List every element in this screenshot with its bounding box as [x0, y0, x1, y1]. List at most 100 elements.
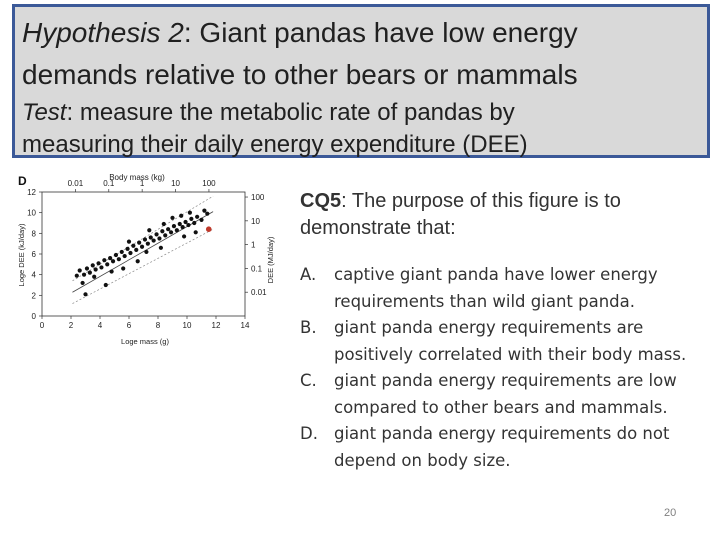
data-point: [187, 210, 192, 215]
data-point: [174, 228, 179, 233]
data-point: [116, 257, 121, 262]
data-point: [177, 221, 182, 227]
data-point: [148, 235, 153, 240]
right-tick-label: 0.1: [251, 264, 263, 273]
plot-frame: [41, 191, 246, 317]
data-point: [134, 247, 139, 252]
top-tick-label: 10: [171, 179, 180, 188]
left-tick-label: 12: [27, 188, 36, 197]
option-letter: C.: [300, 371, 317, 390]
data-point: [128, 250, 133, 256]
data-point: [77, 268, 82, 273]
data-point: [145, 241, 150, 246]
lower-bound-line: [72, 228, 214, 304]
data-point: [139, 244, 145, 249]
data-point: [125, 246, 130, 251]
data-point: [99, 265, 104, 270]
data-point: [202, 208, 207, 213]
data-point: [93, 267, 98, 272]
data-point: [135, 259, 140, 264]
data-point: [170, 215, 175, 220]
right-tick-label: 10: [251, 217, 260, 226]
right-tick-label: 100: [251, 193, 265, 202]
regression-line: [72, 211, 214, 293]
right-tick-label: 0.01: [251, 288, 267, 297]
hypothesis-line-1: Hypothesis 2: Giant pandas have low ener…: [22, 17, 578, 49]
bottom-tick-label: 6: [127, 321, 132, 330]
option-text: captive giant panda have lower energy re…: [334, 265, 658, 311]
data-point: [87, 270, 92, 275]
data-point: [108, 256, 113, 261]
right-tick-label: 1: [251, 241, 256, 250]
test-label: Test: [22, 99, 67, 126]
data-point: [83, 292, 88, 297]
data-point: [142, 237, 148, 242]
data-point: [122, 253, 127, 259]
top-tick-label: 100: [202, 179, 216, 188]
hypothesis-label: Hypothesis 2: [22, 17, 184, 48]
data-point: [183, 219, 188, 225]
data-point: [186, 222, 191, 228]
data-point: [195, 214, 200, 219]
option-d: D. giant panda energy requirements do not…: [300, 421, 710, 474]
left-tick-label: 8: [32, 229, 37, 238]
left-tick-label: 4: [32, 271, 37, 280]
bottom-tick-label: 12: [212, 321, 221, 330]
data-point: [121, 266, 126, 271]
left-tick-label: 10: [27, 209, 36, 218]
left-axis-title: Loge DEE (kJ/day): [17, 223, 26, 286]
scatter-figure: D Body mass (kg) Loge DEE (kJ/day) DEE (…: [0, 165, 300, 355]
test-text: : measure the metabolic rate of pandas b…: [66, 99, 515, 126]
upper-bound-line: [72, 195, 214, 282]
scatter-plot: D Body mass (kg) Loge DEE (kJ/day) DEE (…: [17, 173, 275, 346]
top-tick-label: 0.01: [68, 179, 84, 188]
data-point: [154, 232, 159, 237]
data-point: [166, 227, 171, 232]
right-axis-title: DEE (MJ/day): [266, 236, 275, 283]
top-tick-label: 1: [140, 179, 145, 188]
data-point: [105, 262, 110, 267]
data-point: [113, 252, 119, 258]
bottom-axis-title: Loge mass (g): [121, 337, 169, 346]
data-point: [144, 249, 149, 255]
data-point: [205, 211, 210, 216]
question-label: CQ5: [300, 190, 342, 212]
page-number: 20: [664, 507, 677, 519]
test-line-2: measuring their daily energy expenditure…: [22, 131, 528, 158]
bottom-tick-label: 2: [69, 321, 74, 330]
data-point: [147, 228, 152, 233]
data-point: [90, 263, 95, 268]
answer-options: A. captive giant panda have lower energy …: [300, 262, 710, 474]
data-point: [161, 221, 166, 227]
data-point: [84, 266, 90, 271]
option-text: giant panda energy requirements are posi…: [334, 318, 687, 364]
data-point: [131, 243, 136, 248]
question-text: CQ5: The purpose of this figure is to de…: [300, 188, 710, 242]
panda-data-point: [205, 226, 212, 232]
data-point: [126, 239, 132, 244]
top-tick-label: 0.1: [103, 179, 115, 188]
data-point: [180, 225, 185, 230]
tick-labels: 0 2 4 6 8 10 12 14 0 2 4 6 8 10 12 0.01 0.1 1 10 100 100 10 1 0…: [27, 179, 267, 330]
left-tick-label: 0: [32, 312, 37, 321]
data-point: [199, 217, 204, 222]
option-c: C. giant panda energy requirements are lo…: [300, 368, 710, 421]
option-letter: A.: [300, 265, 317, 284]
bottom-tick-label: 4: [98, 321, 103, 330]
title-box: Hypothesis 2: Giant pandas have low ener…: [12, 4, 710, 158]
question-body: : The purpose of this figure is to: [341, 190, 621, 212]
bottom-tick-label: 14: [241, 321, 250, 330]
left-tick-label: 6: [32, 250, 37, 259]
data-point: [80, 280, 85, 286]
data-point: [193, 230, 198, 235]
data-point: [158, 245, 163, 250]
data-point: [179, 213, 184, 218]
test-line-1: Test: measure the metabolic rate of pand…: [22, 99, 515, 127]
data-point: [137, 240, 142, 245]
left-tick-label: 2: [32, 291, 37, 300]
data-point: [119, 249, 124, 255]
data-point: [96, 261, 101, 266]
data-points: [74, 208, 212, 297]
data-point: [109, 269, 114, 274]
data-point: [163, 233, 168, 238]
